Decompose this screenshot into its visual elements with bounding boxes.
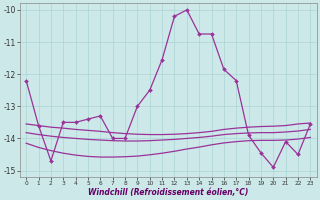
X-axis label: Windchill (Refroidissement éolien,°C): Windchill (Refroidissement éolien,°C) [88,188,248,197]
